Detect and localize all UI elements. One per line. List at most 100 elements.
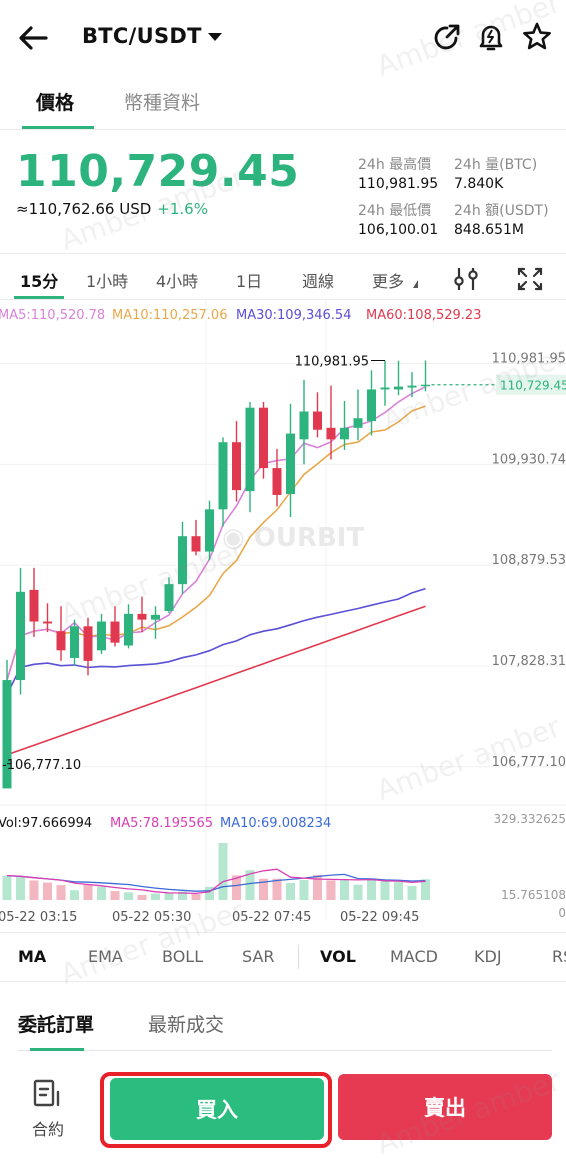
pair-title[interactable]: BTC/USDT — [82, 24, 202, 48]
low-24h-label: 24h 最低價 — [358, 203, 432, 219]
buy-button-highlight — [100, 1072, 332, 1148]
indicator-kdj[interactable]: KDJ — [474, 947, 502, 966]
x-axis-label: 05-22 09:45 — [340, 910, 419, 925]
ma30-line — [6, 587, 426, 695]
volume-bar — [367, 878, 376, 900]
sell-button[interactable]: 賣出 — [338, 1074, 552, 1140]
volume-bar — [178, 891, 187, 900]
bottom-action-bar: 合約 買入 賣出 — [0, 1056, 566, 1170]
candle-body — [205, 509, 214, 552]
fullscreen-icon[interactable] — [516, 266, 544, 292]
y-axis-tick: 108,879.53 — [492, 553, 566, 568]
indicator-ema[interactable]: EMA — [88, 947, 123, 966]
candle-body — [245, 407, 255, 492]
page-tabs: 價格 幣種資料 — [0, 78, 566, 130]
share-icon[interactable] — [430, 20, 464, 54]
contract-button[interactable]: 合約 — [24, 1076, 72, 1146]
indicator-macd[interactable]: MACD — [390, 947, 438, 966]
candle-body — [137, 613, 147, 620]
timeframe-week[interactable]: 週線 — [302, 272, 335, 291]
volume-bar — [259, 878, 268, 900]
candle-body — [259, 407, 268, 469]
indicator-ma[interactable]: MA — [18, 947, 47, 966]
price-alert-bell-icon[interactable] — [474, 20, 508, 54]
tab-open-orders[interactable]: 委託訂單 — [18, 1014, 95, 1036]
volume-bar — [29, 880, 39, 900]
candle-body — [218, 442, 228, 510]
candle-body — [178, 536, 187, 585]
tab-price[interactable]: 價格 — [36, 92, 75, 114]
candle-body — [353, 418, 363, 428]
timeframe-1h[interactable]: 1小時 — [86, 272, 129, 291]
candle-body — [394, 386, 403, 390]
volume-bar — [70, 890, 79, 900]
candle-body — [380, 387, 390, 390]
timeframe-1d[interactable]: 1日 — [236, 272, 263, 291]
high-24h-value: 110,981.95 — [358, 176, 439, 192]
contract-label: 合約 — [31, 1120, 64, 1139]
max-price-label: 110,981.95 — [295, 355, 369, 370]
favorite-star-icon[interactable] — [520, 20, 554, 54]
low-24h-value: 106,100.01 — [358, 222, 439, 238]
candle-body — [326, 427, 336, 440]
volume-legend-ma10: MA10:69.008234 — [220, 816, 331, 831]
indicator-boll[interactable]: BOLL — [162, 947, 204, 966]
candle-body — [29, 589, 39, 622]
volume-bar — [326, 880, 336, 900]
kline-chart[interactable]: ◉ OURBIT 110,981.95 -106,777.10 110,729.45 1… — [0, 300, 566, 930]
timeframe-15m[interactable]: 15分 — [20, 272, 59, 291]
candle-body — [124, 613, 133, 646]
volume-legend-ma5: MA5:78.195565 — [110, 816, 213, 831]
candle-body — [232, 442, 241, 491]
candle-body — [2, 680, 12, 789]
change-percent: +1.6% — [157, 200, 208, 218]
x-axis-label: 05-22 03:15 — [0, 910, 77, 925]
candle-body — [191, 536, 201, 552]
order-tab-active-underline — [30, 1048, 84, 1051]
volume-bar — [313, 874, 322, 900]
more-caret-icon — [408, 280, 419, 288]
timeframe-4h[interactable]: 4小時 — [156, 272, 199, 291]
back-button[interactable] — [14, 18, 54, 58]
pair-dropdown-caret-icon[interactable] — [208, 33, 222, 41]
order-tabs-divider — [18, 1050, 552, 1051]
volume-legend-vol: Vol:97.666994 — [0, 816, 92, 831]
candle-body — [164, 584, 174, 611]
indicator-vol[interactable]: VOL — [320, 947, 356, 966]
candle-body — [16, 591, 25, 681]
indicator-rsi[interactable]: RS — [552, 947, 566, 966]
indicator-separator — [298, 945, 299, 969]
volume-bar — [97, 886, 106, 900]
timeframe-active-underline — [14, 296, 64, 299]
volume-bar — [340, 879, 349, 900]
candle-body — [272, 468, 282, 495]
usd-equivalent: ≈110,762.66 USD +1.6% — [16, 200, 208, 218]
back-arrow-icon — [19, 26, 48, 50]
volume-bar — [56, 885, 66, 900]
tab-coin-info[interactable]: 幣種資料 — [124, 92, 201, 114]
candle-body — [97, 621, 106, 651]
indicator-sar[interactable]: SAR — [242, 947, 275, 966]
volume-bar — [380, 880, 390, 900]
volume-ma5-line — [6, 868, 426, 895]
high-24h-label: 24h 最高價 — [358, 157, 432, 173]
volume-bar — [407, 885, 417, 900]
candle-body — [313, 411, 322, 430]
tab-latest-trades[interactable]: 最新成交 — [148, 1014, 225, 1036]
volume-bar — [137, 894, 147, 900]
indicator-settings-icon[interactable] — [452, 266, 480, 292]
top-bar: BTC/USDT — [0, 0, 566, 76]
candle-body — [340, 427, 349, 440]
volume-btc-value: 7.840K — [454, 176, 504, 192]
volume-bar — [151, 893, 160, 900]
ourbit-logo-watermark: ◉ OURBIT — [222, 523, 364, 553]
x-axis-label: 05-22 05:30 — [112, 910, 191, 925]
volume-bar — [353, 884, 363, 900]
ma-legend-ma60: MA60:108,529.23 — [366, 308, 481, 323]
volume-bar — [205, 886, 214, 900]
min-price-label: -106,777.10 — [2, 758, 81, 773]
timeframe-more[interactable]: 更多 — [372, 268, 419, 292]
turnover-usdt-label: 24h 額(USDT) — [454, 203, 549, 219]
volume-bar — [83, 884, 93, 900]
buy-button[interactable]: 買入 — [110, 1078, 324, 1140]
